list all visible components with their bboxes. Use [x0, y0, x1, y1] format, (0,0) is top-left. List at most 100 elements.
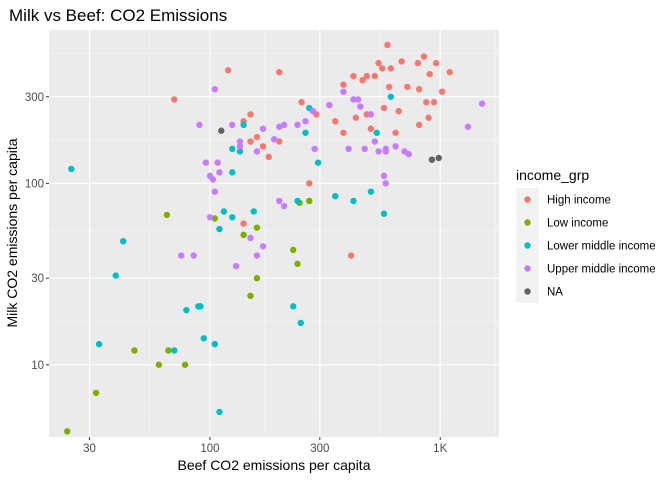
y-tick-label: 300 — [25, 92, 44, 104]
point-high-income — [414, 59, 422, 67]
point-upper-middle-income — [392, 143, 399, 150]
point-lower-middle-income — [197, 303, 204, 310]
point-low-income — [290, 246, 297, 254]
point-upper-middle-income — [340, 88, 347, 95]
point-high-income — [385, 83, 393, 91]
point-high-income — [398, 58, 405, 65]
point-upper-middle-income — [270, 136, 278, 143]
point-high-income — [340, 129, 347, 136]
point-high-income — [423, 99, 430, 106]
point-low-income — [253, 275, 261, 282]
point-low-income — [306, 197, 313, 205]
point-lower-middle-income — [119, 237, 127, 245]
point-upper-middle-income — [371, 138, 379, 145]
point-high-income — [171, 96, 178, 103]
point-lower-middle-income — [216, 408, 223, 416]
point-upper-middle-income — [214, 159, 221, 166]
point-lower-middle-income — [229, 145, 236, 153]
point-high-income — [340, 81, 347, 88]
y-axis-ticks: 10 30 100 300 — [25, 92, 49, 372]
point-low-income — [294, 260, 301, 268]
major-gridlines — [49, 30, 499, 437]
legend-key-dot — [524, 242, 531, 249]
y-tick-label: 10 — [31, 360, 44, 372]
point-high-income — [350, 72, 357, 80]
legend-label: High income — [547, 195, 611, 207]
point-high-income — [430, 99, 438, 106]
point-lower-middle-income — [387, 93, 394, 100]
point-high-income — [379, 65, 386, 72]
point-high-income — [224, 67, 232, 74]
point-upper-middle-income — [196, 121, 203, 129]
point-low-income — [181, 361, 189, 368]
point-low-income — [211, 215, 219, 222]
point-upper-middle-income — [280, 121, 288, 129]
point-low-income — [163, 211, 171, 219]
point-low-income — [165, 347, 172, 354]
point-high-income — [387, 65, 394, 72]
legend-label: Lower middle income — [547, 241, 656, 253]
point-upper-middle-income — [380, 172, 388, 180]
point-upper-middle-income — [294, 121, 301, 129]
point-upper-middle-income — [326, 101, 333, 109]
point-lower-middle-income — [350, 197, 357, 205]
point-upper-middle-income — [232, 262, 240, 270]
point-upper-middle-income — [211, 86, 219, 93]
point-na — [428, 156, 436, 163]
point-upper-middle-income — [276, 197, 283, 205]
point-upper-middle-income — [216, 169, 223, 176]
point-high-income — [265, 153, 272, 161]
y-axis-title: Milk CO2 emissions per capita — [4, 138, 20, 327]
point-low-income — [131, 347, 138, 354]
point-lower-middle-income — [373, 129, 380, 136]
point-low-income — [253, 224, 261, 231]
point-upper-middle-income — [177, 252, 185, 259]
point-lower-middle-income — [229, 169, 236, 176]
point-lower-middle-income — [297, 319, 304, 327]
point-high-income — [253, 133, 261, 141]
point-upper-middle-income — [247, 234, 254, 242]
point-high-income — [363, 72, 371, 80]
point-upper-middle-income — [259, 125, 267, 132]
point-high-income — [392, 129, 399, 136]
point-lower-middle-income — [200, 335, 207, 342]
point-high-income — [426, 70, 433, 78]
point-upper-middle-income — [276, 123, 283, 130]
y-tick-label: 30 — [31, 273, 44, 285]
point-high-income — [380, 104, 388, 112]
point-upper-middle-income — [302, 118, 309, 125]
point-high-income — [425, 114, 432, 121]
data-points — [64, 41, 486, 435]
point-upper-middle-income — [206, 214, 214, 221]
point-high-income — [332, 118, 339, 125]
point-high-income — [420, 53, 428, 60]
point-upper-middle-income — [382, 180, 389, 187]
point-upper-middle-income — [354, 96, 362, 103]
point-lower-middle-income — [240, 121, 247, 129]
point-upper-middle-income — [209, 176, 217, 183]
point-low-income — [64, 428, 71, 435]
point-upper-middle-income — [253, 148, 261, 155]
point-high-income — [432, 59, 440, 67]
point-high-income — [352, 114, 360, 121]
point-lower-middle-income — [250, 208, 257, 215]
point-upper-middle-income — [350, 96, 357, 103]
point-upper-middle-income — [202, 159, 210, 166]
point-high-income — [259, 143, 267, 150]
point-upper-middle-income — [382, 145, 389, 153]
point-upper-middle-income — [345, 145, 352, 153]
point-lower-middle-income — [367, 188, 375, 195]
x-tick-label: 300 — [310, 443, 329, 455]
legend-key-dot — [524, 288, 531, 295]
point-upper-middle-income — [311, 145, 318, 153]
point-lower-middle-income — [112, 272, 119, 279]
legend-label: Low income — [547, 218, 608, 230]
point-upper-middle-income — [478, 100, 486, 107]
point-upper-middle-income — [253, 252, 261, 259]
point-upper-middle-income — [280, 202, 288, 210]
plot-panel — [49, 30, 499, 437]
point-high-income — [247, 138, 254, 145]
point-high-income — [247, 111, 254, 118]
point-low-income — [247, 292, 254, 300]
